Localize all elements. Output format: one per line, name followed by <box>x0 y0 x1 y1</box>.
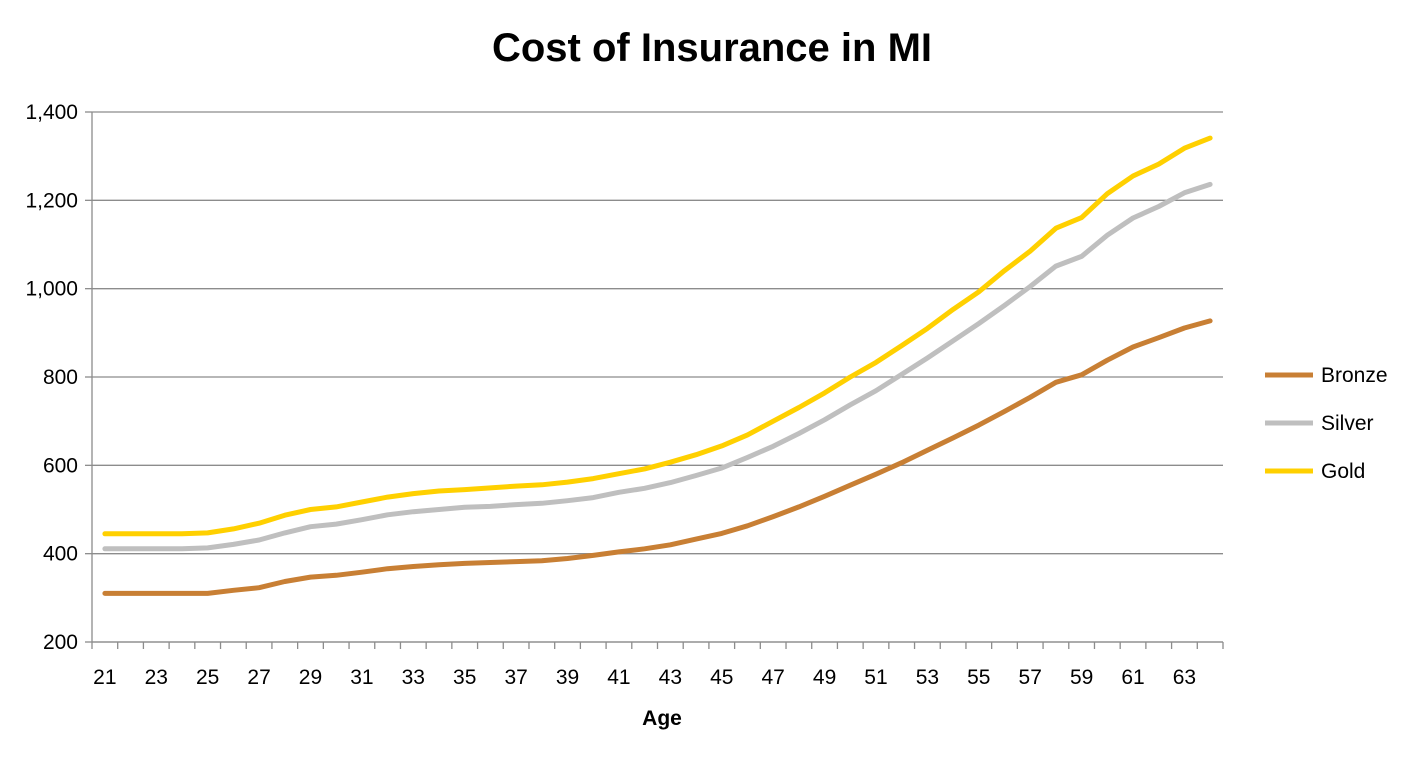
gridlines <box>85 111 1223 643</box>
x-tick-label: 63 <box>1173 666 1196 689</box>
x-tick-label: 35 <box>453 666 476 689</box>
series-line-bronze <box>102 318 1213 596</box>
y-tick-label: 800 <box>43 366 78 389</box>
x-tick-label: 31 <box>350 666 373 689</box>
x-tick-label: 53 <box>916 666 939 689</box>
series-line-silver <box>102 181 1213 552</box>
series-line-gold <box>102 135 1213 537</box>
axes <box>91 112 1224 649</box>
y-tick-label: 600 <box>43 454 78 477</box>
x-tick-label: 27 <box>247 666 270 689</box>
y-tick-label: 400 <box>43 543 78 566</box>
x-tick-label: 29 <box>299 666 322 689</box>
x-tick-label: 39 <box>556 666 579 689</box>
x-tick-labels: 21 23 25 27 29 31 33 35 37 39 41 43 45 47 49 51 53 55 57 59… <box>93 666 1196 689</box>
x-tick-label: 55 <box>967 666 990 689</box>
x-tick-label: 59 <box>1070 666 1093 689</box>
x-tick-label: 21 <box>93 666 116 689</box>
x-tick-label: 57 <box>1019 666 1042 689</box>
x-tick-label: 61 <box>1121 666 1144 689</box>
series-lines <box>102 135 1213 596</box>
x-tick-label: 25 <box>196 666 219 689</box>
legend-label-silver: Silver <box>1321 412 1374 435</box>
x-tick-label: 41 <box>607 666 630 689</box>
legend-label-gold: Gold <box>1321 460 1365 483</box>
x-tick-label: 47 <box>761 666 784 689</box>
x-tick-label: 51 <box>864 666 887 689</box>
x-tick-label: 45 <box>710 666 733 689</box>
legend-label-bronze: Bronze <box>1321 364 1388 387</box>
y-tick-label: 1,400 <box>25 101 78 124</box>
x-tick-label: 33 <box>402 666 425 689</box>
x-tick-label: 37 <box>504 666 527 689</box>
chart-title: Cost of Insurance in MI <box>491 26 933 70</box>
y-tick-label: 1,200 <box>25 189 78 212</box>
x-tick-label: 43 <box>659 666 682 689</box>
x-tick-label: 49 <box>813 666 836 689</box>
y-tick-labels: 200 400 600 800 1,000 1,200 1,400 <box>25 101 78 654</box>
x-tick-label: 23 <box>145 666 168 689</box>
y-tick-label: 1,000 <box>25 278 78 301</box>
legend: Bronze Silver Gold <box>1265 364 1388 483</box>
x-axis-title: Age <box>642 707 682 730</box>
y-tick-label: 200 <box>43 631 78 654</box>
